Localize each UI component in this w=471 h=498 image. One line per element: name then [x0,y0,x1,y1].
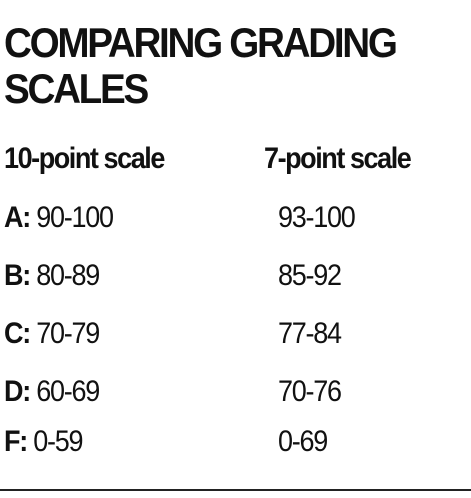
ten-point-range: 70-79 [36,317,100,350]
bottom-divider [0,489,471,491]
ten-point-cell: D: 60-69 [4,372,100,412]
grade-letter: F: [4,425,28,458]
grade-row-f: F: 0-59 0-69 [0,422,471,462]
ten-point-range: 80-89 [36,259,100,292]
grade-row-c: C: 70-79 77-84 [0,314,471,354]
seven-point-range: 77-84 [278,317,342,350]
ten-point-range: 60-69 [36,375,100,408]
seven-point-range: 0-69 [278,425,328,458]
ten-point-range: 90-100 [36,201,114,234]
ten-point-range: 0-59 [33,425,83,458]
grade-row-d: D: 60-69 70-76 [0,372,471,412]
seven-point-range: 70-76 [278,375,342,408]
grade-row-b: B: 80-89 85-92 [0,256,471,296]
grade-row-a: A: 90-100 93-100 [0,198,471,238]
grade-letter: A: [4,201,31,234]
grade-letter: B: [4,259,31,292]
seven-point-scale-header: 7-point scale [264,142,412,175]
ten-point-cell: F: 0-59 [4,422,83,462]
ten-point-cell: B: 80-89 [4,256,100,296]
seven-point-range: 93-100 [278,201,356,234]
grade-letter: C: [4,317,31,350]
grade-letter: D: [4,375,31,408]
page-title: COMPARING GRADING SCALES [4,19,398,112]
ten-point-cell: C: 70-79 [4,314,100,354]
ten-point-scale-header: 10-point scale [4,142,165,175]
seven-point-range: 85-92 [278,259,342,292]
ten-point-cell: A: 90-100 [4,198,114,238]
